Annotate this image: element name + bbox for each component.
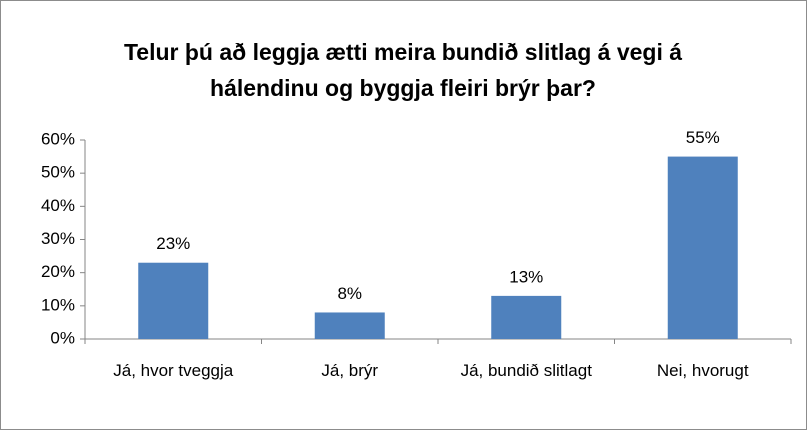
y-tick-label: 50% [41,163,75,182]
y-tick-label: 20% [41,262,75,281]
bar [667,156,738,339]
bar [138,262,209,339]
x-tick-label: Já, bundið slitlagt [460,361,592,380]
chart-title: Telur þú að leggja ætti meira bundið sli… [123,39,683,101]
y-tick-label: 30% [41,229,75,248]
data-label: 13% [509,267,543,286]
y-tick-label: 60% [41,129,75,148]
data-label: 23% [156,234,190,253]
x-tick-label: Já, brýr [321,361,379,380]
data-label: 8% [337,284,362,303]
y-tick-label: 10% [41,295,75,314]
y-tick-label: 0% [50,328,75,347]
bar [314,312,385,339]
data-label: 55% [686,128,720,147]
x-tick-label: Nei, hvorugt [656,361,749,380]
y-tick-label: 40% [41,196,75,215]
bar [491,295,562,339]
x-tick-label: Já, hvor tveggja [113,361,234,380]
